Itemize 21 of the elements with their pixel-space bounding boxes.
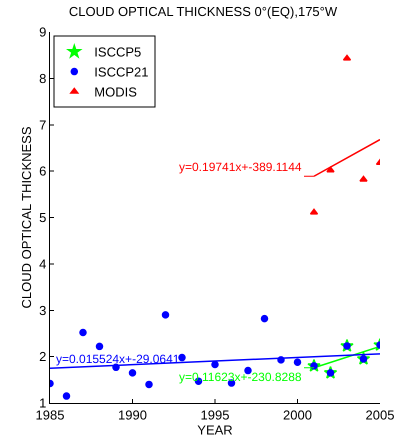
x-axis-title: YEAR: [197, 422, 233, 438]
y-tick-label: 2: [39, 349, 46, 364]
legend-label: MODIS: [94, 84, 138, 100]
x-tick-label: 2005: [366, 408, 394, 423]
x-tick-label: 1990: [118, 408, 147, 423]
annotation: y=0.015524x+-29.0641: [56, 352, 180, 366]
y-axis-title: CLOUD OPTICAL THICKNESS: [19, 126, 34, 309]
legend-label: ISCCP5: [94, 44, 142, 60]
y-tick-label: 3: [39, 302, 46, 318]
chart-title: CLOUD OPTICAL THICKNESS 0°(EQ),175°W: [68, 4, 338, 19]
x-tick-label: 1995: [200, 408, 230, 423]
y-tick-label: 6: [39, 164, 46, 179]
legend-label: ISCCP21: [94, 64, 149, 80]
y-tick-label: 4: [39, 256, 46, 272]
y-tick-label: 9: [39, 24, 46, 40]
y-tick-label: 7: [39, 117, 46, 132]
annotation: y=0.19741x+-389.1144: [179, 160, 302, 174]
y-tick-label: 8: [39, 70, 46, 86]
y-tick-label: 5: [39, 210, 46, 226]
annotation: y=0.11623x+-230.8288: [179, 370, 302, 384]
x-tick-label: 2000: [283, 408, 312, 423]
